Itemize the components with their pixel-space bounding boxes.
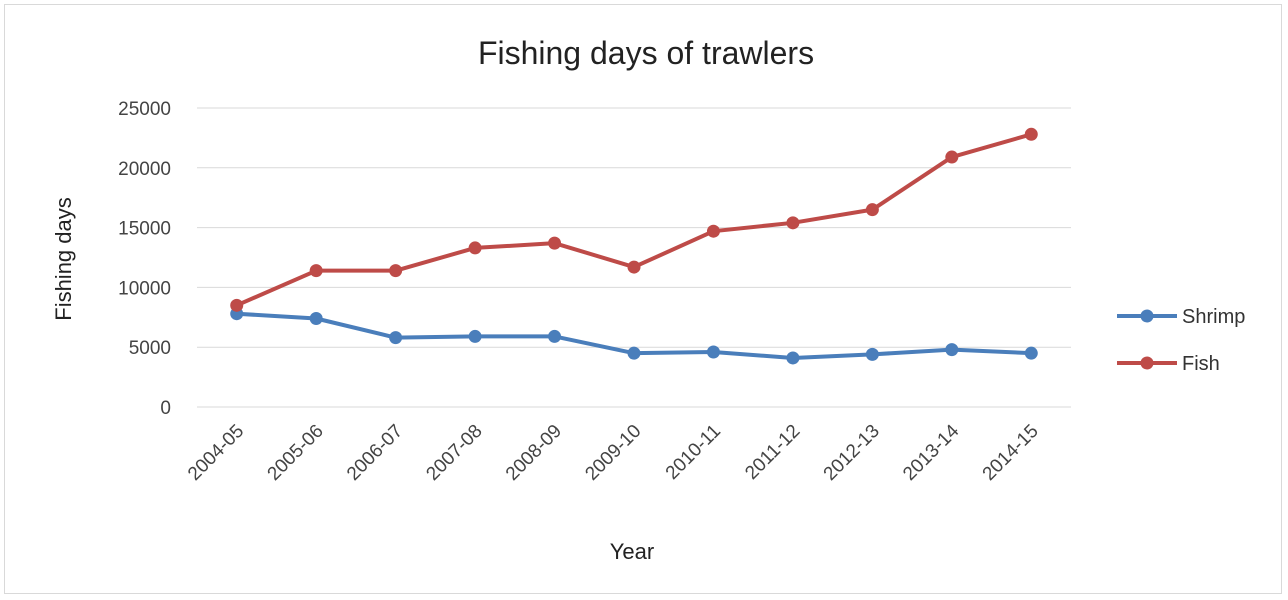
- x-tick-label: 2007-08: [422, 421, 486, 485]
- series-layer: [230, 127, 1038, 365]
- x-axis-ticks: 2004-05 2005-06 2006-07 2007-08 2008-09 2009-…: [184, 420, 1043, 484]
- chart-title: Fishing days of trawlers: [478, 35, 814, 71]
- chart-frame: Fishing days of trawlers 0 5000 10000 15000…: [4, 4, 1282, 594]
- y-axis-ticks: 0 5000 10000 15000 20000 25000: [118, 99, 171, 419]
- x-tick-label: 2014-15: [979, 421, 1043, 485]
- fish-data-point: [468, 241, 482, 255]
- y-tick-label: 10000: [118, 278, 171, 299]
- y-tick-label: 20000: [118, 159, 171, 180]
- shrimp-data-point: [865, 347, 879, 361]
- legend-fish-marker: [1140, 356, 1154, 370]
- shrimp-data-point: [706, 345, 720, 359]
- fish-data-point: [389, 264, 403, 278]
- shrimp-data-point: [389, 331, 403, 345]
- shrimp-data-point: [627, 346, 641, 360]
- fish-data-point: [945, 150, 959, 164]
- x-tick-label: 2012-13: [820, 421, 884, 485]
- x-tick-label: 2008-09: [502, 421, 566, 485]
- fish-data-point: [230, 298, 244, 312]
- x-tick-label: 2009-10: [581, 421, 645, 485]
- fish-data-point: [865, 203, 879, 217]
- x-tick-label: 2004-05: [184, 421, 248, 485]
- shrimp-data-point: [1024, 346, 1038, 360]
- legend-fish-label: Fish: [1182, 353, 1220, 375]
- fish-data-point: [548, 236, 562, 250]
- shrimp-data-point: [309, 311, 323, 325]
- y-tick-label: 0: [160, 398, 171, 419]
- x-tick-label: 2005-06: [264, 421, 328, 485]
- y-tick-label: 25000: [118, 99, 171, 120]
- shrimp-data-point: [548, 329, 562, 343]
- x-tick-label: 2006-07: [343, 421, 407, 485]
- fish-data-point: [706, 224, 720, 238]
- shrimp-data-point: [786, 351, 800, 365]
- gridlines: [197, 107, 1071, 408]
- fish-data-point: [309, 264, 323, 278]
- shrimp-data-point: [945, 343, 959, 357]
- x-tick-label: 2010-11: [662, 421, 725, 484]
- legend: Shrimp Fish: [1117, 306, 1245, 375]
- y-tick-label: 5000: [129, 338, 171, 359]
- legend-shrimp-label: Shrimp: [1182, 306, 1245, 328]
- fish-data-point: [1024, 127, 1038, 141]
- fish-data-point: [786, 216, 800, 230]
- fish-series-line: [234, 132, 1034, 308]
- line-chart: Fishing days of trawlers 0 5000 10000 15000…: [51, 35, 1245, 564]
- x-axis-title: Year: [610, 539, 654, 564]
- y-axis-title: Fishing days: [51, 197, 76, 321]
- y-tick-label: 15000: [118, 219, 171, 240]
- fish-data-point: [627, 260, 641, 274]
- legend-shrimp-marker: [1140, 309, 1154, 323]
- shrimp-data-point: [468, 329, 482, 343]
- x-tick-label: 2011-12: [741, 421, 804, 484]
- x-tick-label: 2013-14: [899, 420, 963, 484]
